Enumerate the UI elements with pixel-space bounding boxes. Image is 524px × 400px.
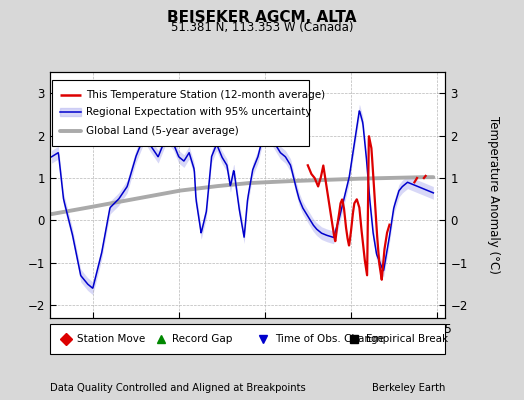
Text: Global Land (5-year average): Global Land (5-year average) xyxy=(86,126,238,136)
Text: BEISEKER AGCM, ALTA: BEISEKER AGCM, ALTA xyxy=(167,10,357,25)
Text: This Temperature Station (12-month average): This Temperature Station (12-month avera… xyxy=(86,90,325,100)
FancyBboxPatch shape xyxy=(52,80,309,146)
Text: Station Move: Station Move xyxy=(78,334,146,344)
FancyBboxPatch shape xyxy=(50,324,445,354)
Text: Berkeley Earth: Berkeley Earth xyxy=(372,383,445,393)
Text: Data Quality Controlled and Aligned at Breakpoints: Data Quality Controlled and Aligned at B… xyxy=(50,383,305,393)
Text: Record Gap: Record Gap xyxy=(172,334,233,344)
Text: Empirical Break: Empirical Break xyxy=(366,334,449,344)
Text: 51.381 N, 113.353 W (Canada): 51.381 N, 113.353 W (Canada) xyxy=(171,21,353,34)
Text: Regional Expectation with 95% uncertainty: Regional Expectation with 95% uncertaint… xyxy=(86,107,311,117)
Text: Time of Obs. Change: Time of Obs. Change xyxy=(275,334,384,344)
Y-axis label: Temperature Anomaly (°C): Temperature Anomaly (°C) xyxy=(487,116,500,274)
